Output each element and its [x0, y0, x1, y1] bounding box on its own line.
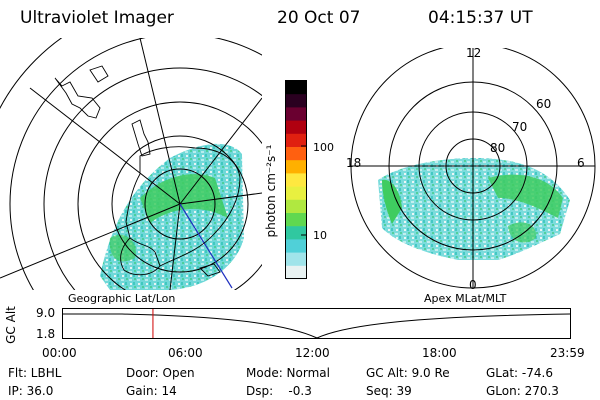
- left-panel-label: Geographic Lat/Lon: [68, 292, 176, 305]
- timeline-x-tick-1200: 12:00: [295, 346, 330, 360]
- aurora-oval-geo: [100, 143, 244, 290]
- colorbar-band: [286, 147, 306, 161]
- orbit-altitude-timeline: [62, 308, 571, 339]
- timeline-x-tick-0000: 00:00: [42, 346, 77, 360]
- mlat-label-60: 60: [536, 97, 552, 111]
- colorbar-band: [286, 120, 306, 135]
- timeline-y-tick-low: 1.8: [36, 327, 56, 341]
- timeline-y-axis-label: GC Alt: [4, 306, 18, 344]
- colorbar-band: [286, 213, 306, 227]
- timeline-x-tick-0600: 06:00: [168, 346, 203, 360]
- seq-info: Seq: 39: [366, 384, 412, 398]
- mlt-label-6: 6: [577, 156, 585, 170]
- glon-info: GLon: 270.3: [486, 384, 559, 398]
- orbit-altitude-curve: [63, 313, 571, 339]
- gain-info: Gain: 14: [126, 384, 177, 398]
- colorbar-band: [286, 239, 306, 254]
- ip-info: IP: 36.0: [8, 384, 54, 398]
- colorbar-band: [286, 252, 306, 267]
- colorbar-tick-100: 100: [313, 141, 334, 154]
- colorbar-band: [286, 186, 306, 201]
- colorbar-band: [286, 199, 306, 214]
- colorbar-band: [286, 226, 306, 240]
- mlat-mlt-plot: [350, 48, 596, 289]
- dsp-info: Dsp: -0.3: [246, 384, 312, 398]
- mlat-label-80: 80: [490, 141, 506, 155]
- right-panel-label: Apex MLat/MLT: [424, 292, 507, 305]
- door-info: Door: Open: [126, 366, 195, 380]
- glat-info: GLat: -74.6: [486, 366, 553, 380]
- timeline-y-tick-high: 9.0: [36, 306, 56, 320]
- colorbar-band: [286, 81, 306, 95]
- colorbar-band: [286, 265, 306, 280]
- gc-alt-info: GC Alt: 9.0 Re: [366, 366, 450, 380]
- colorbar-band: [286, 107, 306, 122]
- instrument-title: Ultraviolet Imager: [20, 8, 174, 28]
- filter-info: Flt: LBHL: [8, 366, 62, 380]
- colorbar-band: [286, 160, 306, 174]
- mode-info: Mode: Normal: [246, 366, 330, 380]
- colorbar-tick-10: 10: [313, 229, 327, 242]
- observation-time: 04:15:37 UT: [428, 8, 533, 28]
- colorbar-unit-label: photon cm⁻²s⁻¹: [264, 144, 278, 238]
- mlt-label-0: 0: [469, 278, 477, 292]
- mlt-label-18: 18: [346, 156, 362, 170]
- timeline-x-tick-2359: 23:59: [550, 346, 585, 360]
- colorbar-band: [286, 173, 306, 188]
- observation-date: 20 Oct 07: [277, 8, 361, 28]
- timeline-x-tick-1800: 18:00: [422, 346, 457, 360]
- colorbar-band: [286, 133, 306, 148]
- colorbar-band: [286, 94, 306, 108]
- colorbar: [285, 80, 307, 280]
- geographic-map: [0, 38, 262, 290]
- mlat-label-70: 70: [512, 120, 528, 134]
- mlt-label-12: 12: [466, 46, 482, 60]
